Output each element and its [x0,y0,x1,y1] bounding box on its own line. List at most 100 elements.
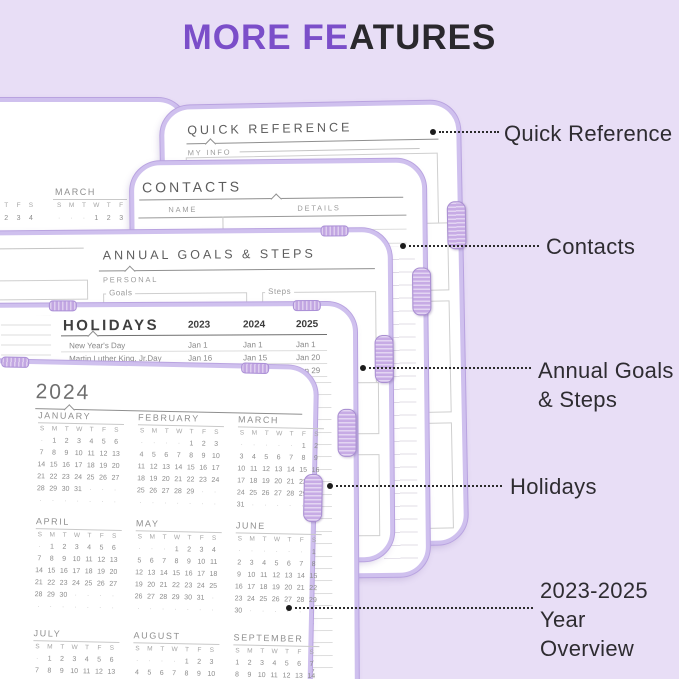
weekday-cell: S [57,202,62,209]
day-cell: 28 [159,593,168,601]
day-cell: · [249,607,252,615]
day-cell: · [74,592,77,600]
day-cell: · [51,497,55,505]
day-cell: 6 [149,557,154,565]
day-cell: 14 [307,672,316,679]
day-cell: · [251,501,255,509]
month-name: AUGUST [133,630,181,642]
day-cell: 21 [174,476,183,484]
day-cell: 13 [274,466,283,474]
day-cell: · [76,498,79,506]
day-cell: 7 [289,454,294,462]
side-box [355,454,381,537]
pen-loop [411,267,432,316]
day-cell: 11 [249,465,258,473]
weekday-cell: W [171,646,178,654]
weekday-cell: T [284,648,290,656]
day-cell: 1 [52,437,57,445]
day-cell: 6 [286,560,291,568]
month-name: MAY [135,518,160,529]
weekday-cell: S [37,531,43,539]
month-april: APRIL S M T W T F S · 1 2 3 4 5 6 7 8 9 10 11 12 13 14 15 16 17 18… [32,516,126,618]
day-cell: 25 [136,487,145,495]
month-underline [53,199,127,200]
day-cell: 21 [37,473,46,481]
day-cell: 3 [259,659,264,667]
month-july: JULYSMTWTFS·1234567891011121314151617181… [30,628,124,679]
day-cell: 27 [284,596,293,604]
day-cell: 28 [173,488,182,496]
callout-line-year-overview [295,607,533,609]
side-box [425,422,454,529]
day-cell: 23 [198,476,207,484]
day-cell: 7 [172,670,177,678]
day-cell: 16 [184,570,193,578]
weekday-cell: M [249,535,255,543]
weekday-cell: F [297,648,302,656]
day-cell: · [160,657,164,665]
weekday-cell: T [160,645,165,653]
pen-loop [374,334,394,384]
day-cell: 12 [97,556,106,564]
elastic-blob [320,225,349,237]
day-cell: 1 [94,215,99,222]
holiday-row-date: Jan 16 [188,353,213,363]
day-cell: 3 [209,658,214,666]
day-cell: 20 [111,462,120,470]
day-cell: 5 [264,453,269,462]
day-cell: 4 [251,453,256,461]
day-cell: · [201,488,204,496]
day-cell: 12 [135,569,144,577]
day-cell: 26 [261,489,270,498]
day-cell: 2 [64,437,69,445]
day-cell: · [287,548,291,556]
callout-line-contacts [409,245,539,247]
day-cell: 2 [187,546,192,554]
weekday-cell: F [299,536,304,544]
day-cell: · [276,502,279,510]
day-cell: 5 [284,660,289,668]
day-cell: 13 [294,672,303,679]
weekday-cell: T [289,430,294,438]
week-row: 7 8 9 10 11 12 13 [31,667,118,679]
day-cell: 13 [162,463,171,471]
day-cell: 17 [197,570,205,578]
day-cell: 11 [260,571,268,580]
day-cell: · [161,605,165,613]
title-highlight: MORE FE [182,18,350,57]
holiday-row-date: Jan 1 [243,340,263,350]
day-cell: 31 [236,501,245,509]
pen-loop [446,201,467,250]
day-cell: · [150,545,154,553]
day-cell: 29 [49,485,58,493]
day-cell: · [173,658,176,666]
weekday-cell: M [47,643,53,651]
day-cell: 14 [286,466,295,474]
day-cell: 10 [207,670,216,678]
day-cell: 10 [74,449,83,458]
day-cell: · [186,606,190,614]
day-cell: 12 [272,572,281,580]
day-cell: · [211,606,214,614]
day-cell: 7 [39,449,44,457]
year-2024: 2024 [242,319,266,331]
day-cell: · [240,441,243,449]
page-title: MORE FEATURES [0,18,679,58]
day-cell: 21 [159,581,168,589]
callout-text: Year [540,607,586,632]
day-cell: 21 [296,584,305,592]
day-cell: 6 [111,544,116,552]
day-cell: · [238,547,241,555]
day-cell: 10 [72,555,81,564]
day-cell: · [58,215,61,222]
day-cell: 11 [82,668,91,676]
day-cell: 31 [196,594,205,602]
callout-dot-holidays [327,483,333,489]
day-cell: · [99,592,102,600]
day-cell: 15 [172,570,181,578]
day-cell: 13 [107,668,116,676]
day-cell: 4 [134,669,139,677]
weekday-cell: T [189,428,194,436]
holiday-row-date: Jan 1 [296,340,316,350]
